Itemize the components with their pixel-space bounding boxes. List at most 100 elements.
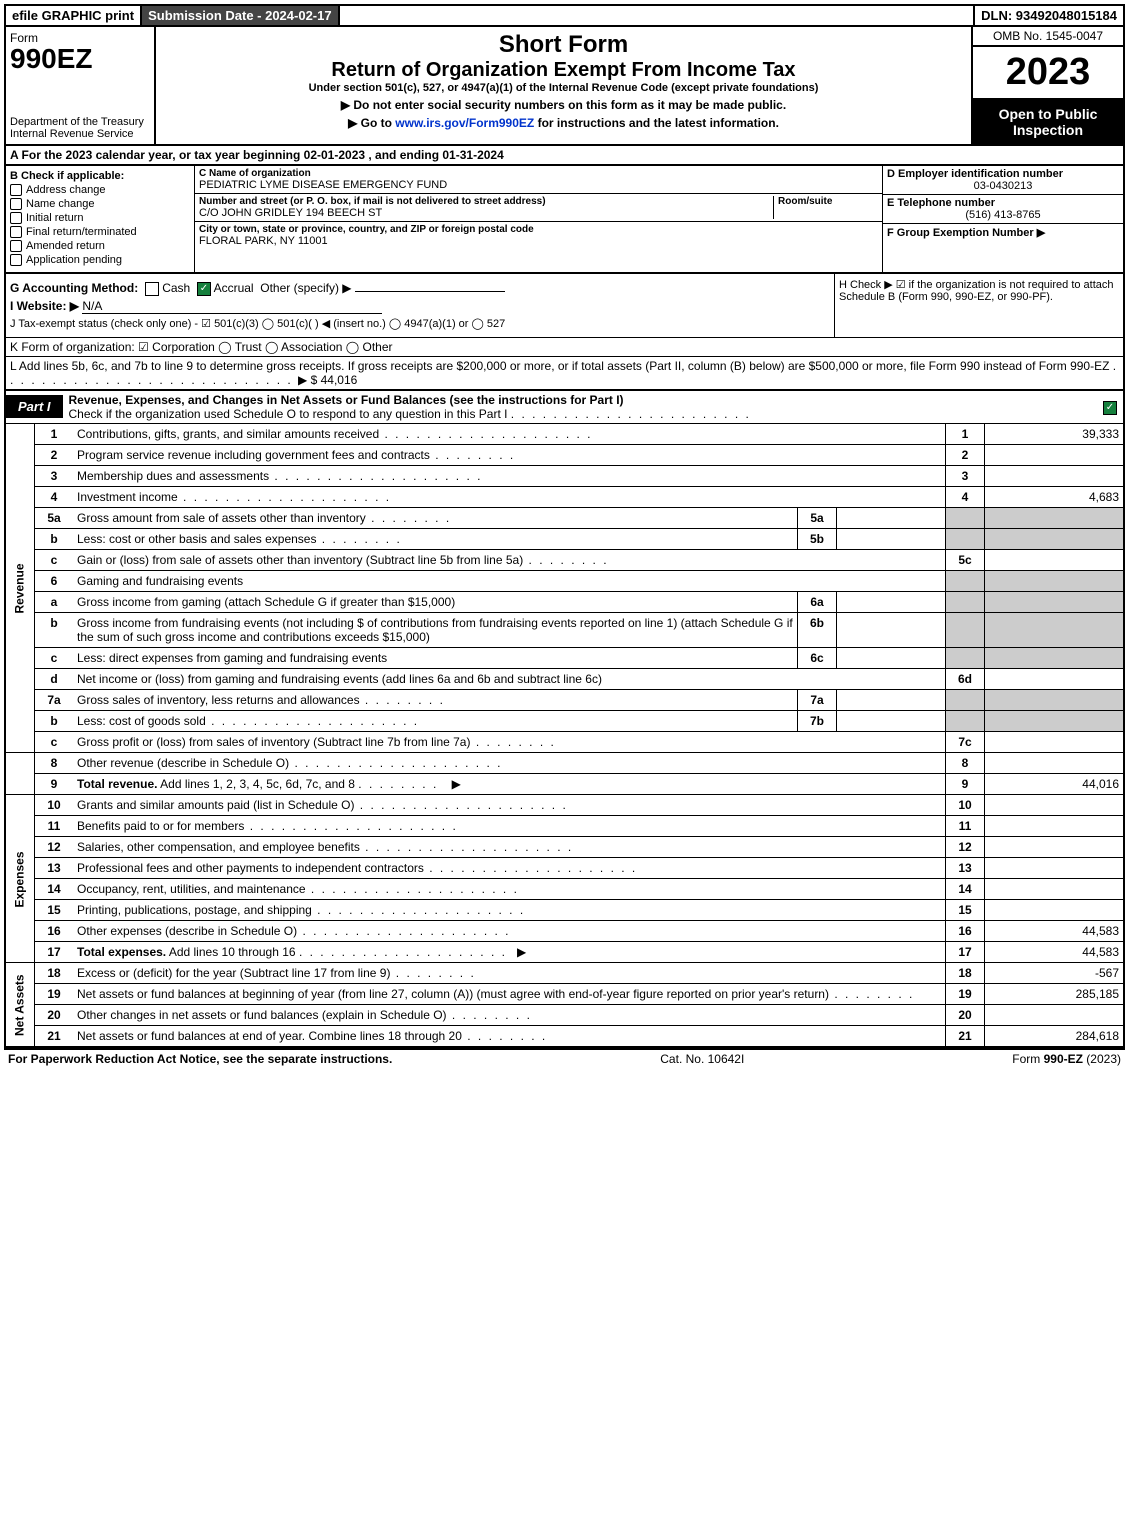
ln-1-desc: Contributions, gifts, grants, and simila…: [77, 427, 379, 441]
ln-12-desc: Salaries, other compensation, and employ…: [77, 840, 360, 854]
ln-6a-val: [837, 591, 946, 612]
ln-5c-amt: [985, 549, 1125, 570]
ln-2-ref: 2: [946, 444, 985, 465]
part1-title: Revenue, Expenses, and Changes in Net As…: [63, 391, 1097, 423]
ln-6-num: 6: [35, 570, 74, 591]
subtitle: Under section 501(c), 527, or 4947(a)(1)…: [160, 82, 967, 94]
warn-goto: ▶ Go to www.irs.gov/Form990EZ for instru…: [160, 116, 967, 130]
k-form-org: K Form of organization: ☑ Corporation ◯ …: [4, 338, 1125, 357]
topbar-spacer: [340, 6, 974, 25]
part1-check[interactable]: ✓: [1097, 397, 1123, 417]
ln-5b-num: b: [35, 528, 74, 549]
g-label: G Accounting Method:: [10, 281, 138, 295]
i-website: I Website: ▶ N/A: [10, 299, 830, 314]
h-schedule-b: H Check ▶ ☑ if the organization is not r…: [834, 274, 1123, 337]
ein-value: 03-0430213: [887, 180, 1119, 192]
ln-12-ref: 12: [946, 836, 985, 857]
checkbox-icon[interactable]: [10, 254, 22, 266]
checkbox-icon[interactable]: [10, 240, 22, 252]
section-c: C Name of organization PEDIATRIC LYME DI…: [195, 166, 883, 272]
ln-5b-amt-shaded: [985, 528, 1125, 549]
header-center: Short Form Return of Organization Exempt…: [156, 27, 973, 144]
ln-1-num: 1: [35, 424, 74, 445]
j-tax-exempt: J Tax-exempt status (check only one) - ☑…: [10, 317, 830, 330]
ln-6b-val: [837, 612, 946, 647]
ln-16-ref: 16: [946, 920, 985, 941]
ln-5b-desc: Less: cost or other basis and sales expe…: [77, 532, 316, 546]
ln-3-desc: Membership dues and assessments: [77, 469, 269, 483]
ln-7b-amt-shaded: [985, 710, 1125, 731]
ln-18-ref: 18: [946, 963, 985, 984]
irs-link[interactable]: www.irs.gov/Form990EZ: [395, 116, 534, 130]
ln-3-ref: 3: [946, 465, 985, 486]
ln-6b-shaded: [946, 612, 985, 647]
checkbox-icon[interactable]: [10, 226, 22, 238]
checkbox-icon[interactable]: [10, 212, 22, 224]
ln-7a-sub: 7a: [798, 689, 837, 710]
checkbox-icon[interactable]: [10, 184, 22, 196]
l-amount: ▶ $ 44,016: [298, 373, 357, 387]
ln-11-amt: [985, 815, 1125, 836]
title-return: Return of Organization Exempt From Incom…: [160, 59, 967, 82]
ln-13-num: 13: [35, 857, 74, 878]
ghi-box: G Accounting Method: Cash ✓ Accrual Othe…: [4, 274, 1125, 338]
sidebar-revenue: Revenue: [5, 424, 35, 753]
b-opt-label: Address change: [26, 184, 106, 196]
ln-5a-sub: 5a: [798, 507, 837, 528]
ln-5a-num: 5a: [35, 507, 74, 528]
org-name: PEDIATRIC LYME DISEASE EMERGENCY FUND: [199, 179, 878, 191]
footer-right: Form 990-EZ (2023): [1012, 1052, 1121, 1066]
ln-7a-amt-shaded: [985, 689, 1125, 710]
part1-title-text: Revenue, Expenses, and Changes in Net As…: [69, 393, 624, 407]
b-name-change[interactable]: Name change: [10, 198, 190, 210]
l-text: L Add lines 5b, 6c, and 7b to line 9 to …: [10, 359, 1109, 373]
ln-15-desc: Printing, publications, postage, and shi…: [77, 903, 312, 917]
ln-7b-val: [837, 710, 946, 731]
ln-2-num: 2: [35, 444, 74, 465]
l-gross-receipts: L Add lines 5b, 6c, and 7b to line 9 to …: [4, 357, 1125, 391]
ln-13-desc: Professional fees and other payments to …: [77, 861, 424, 875]
b-final-return[interactable]: Final return/terminated: [10, 226, 190, 238]
checkbox-accrual-checked[interactable]: ✓: [197, 282, 211, 296]
title-short-form: Short Form: [160, 31, 967, 59]
g-left: G Accounting Method: Cash ✓ Accrual Othe…: [6, 274, 834, 337]
ln-21-amt: 284,618: [985, 1025, 1125, 1047]
efile-print-label[interactable]: efile GRAPHIC print: [6, 6, 142, 25]
b-initial-return[interactable]: Initial return: [10, 212, 190, 224]
ln-14-ref: 14: [946, 878, 985, 899]
ln-20-ref: 20: [946, 1004, 985, 1025]
top-bar: efile GRAPHIC print Submission Date - 20…: [4, 4, 1125, 27]
checkbox-schedule-o-checked[interactable]: ✓: [1103, 401, 1117, 415]
ln-17-ref: 17: [946, 941, 985, 962]
part1-check-note: Check if the organization used Schedule …: [69, 407, 508, 421]
ln-19-ref: 19: [946, 983, 985, 1004]
g-other: Other (specify) ▶: [260, 281, 351, 295]
ln-6c-val: [837, 647, 946, 668]
ln-15-num: 15: [35, 899, 74, 920]
b-opt-label: Application pending: [26, 254, 122, 266]
g-other-input[interactable]: [355, 291, 505, 292]
ln-8-amt: [985, 752, 1125, 773]
ln-10-num: 10: [35, 795, 74, 816]
ln-5b-shaded: [946, 528, 985, 549]
header-right: OMB No. 1545-0047 2023 Open to Public In…: [973, 27, 1123, 144]
ln-5a-val: [837, 507, 946, 528]
b-application-pending[interactable]: Application pending: [10, 254, 190, 266]
checkbox-icon[interactable]: [10, 198, 22, 210]
c-city-label: City or town, state or province, country…: [199, 224, 878, 235]
checkbox-cash[interactable]: [145, 282, 159, 296]
c-street-label: Number and street (or P. O. box, if mail…: [199, 196, 773, 207]
g-cash: Cash: [162, 281, 190, 295]
ln-20-amt: [985, 1004, 1125, 1025]
section-b: B Check if applicable: Address change Na…: [6, 166, 195, 272]
b-address-change[interactable]: Address change: [10, 184, 190, 196]
ln-19-desc: Net assets or fund balances at beginning…: [77, 987, 829, 1001]
ln-6c-shaded: [946, 647, 985, 668]
b-amended-return[interactable]: Amended return: [10, 240, 190, 252]
ln-8-ref: 8: [946, 752, 985, 773]
sidebar-netassets: Net Assets: [5, 963, 35, 1047]
revenue-table: Revenue 1 Contributions, gifts, grants, …: [4, 424, 1125, 795]
ln-6c-sub: 6c: [798, 647, 837, 668]
ln-20-num: 20: [35, 1004, 74, 1025]
ln-5a-amt-shaded: [985, 507, 1125, 528]
